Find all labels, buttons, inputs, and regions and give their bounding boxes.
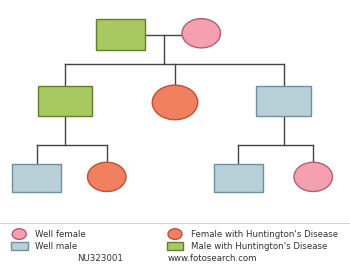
Bar (214, 164, 262, 192)
Bar (38, 86, 92, 117)
Bar (256, 86, 311, 117)
Circle shape (294, 162, 332, 192)
Text: Well female: Well female (35, 230, 86, 239)
Text: Female with Huntington's Disease: Female with Huntington's Disease (191, 230, 338, 239)
Bar (167, 242, 183, 250)
Circle shape (182, 19, 220, 48)
Bar (12, 164, 61, 192)
Text: www.fotosearch.com: www.fotosearch.com (168, 253, 258, 263)
Circle shape (12, 229, 26, 239)
Bar (96, 19, 145, 50)
Text: Well male: Well male (35, 242, 77, 251)
Circle shape (152, 85, 198, 120)
Bar (11, 242, 28, 250)
Text: Male with Huntington's Disease: Male with Huntington's Disease (191, 242, 327, 251)
Circle shape (88, 162, 126, 192)
Text: NU323001: NU323001 (77, 253, 123, 263)
Circle shape (168, 229, 182, 239)
